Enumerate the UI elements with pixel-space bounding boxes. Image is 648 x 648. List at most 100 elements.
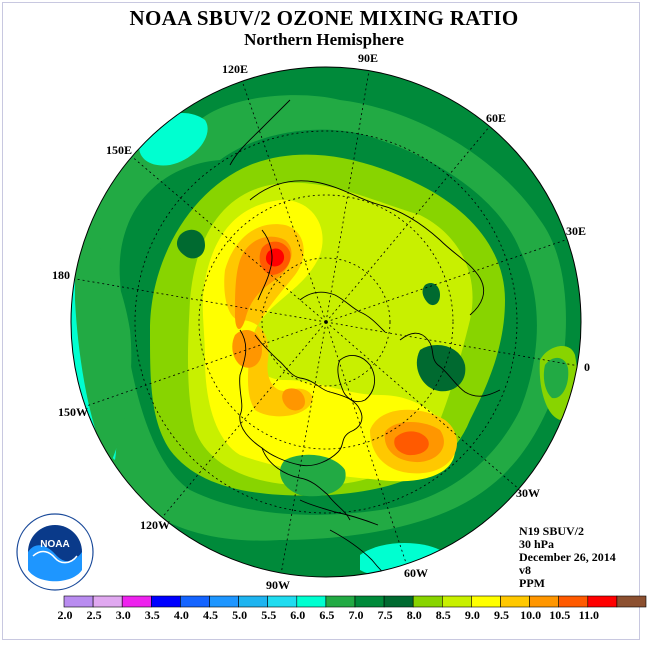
meridian-0 [325,321,581,368]
latitude-circle-80 [261,257,391,387]
coastline-north-america [239,329,363,467]
coastline-asia [249,180,484,316]
meridian-90w [279,321,327,577]
coastline-japan [229,99,291,166]
colorbar-tick-label: 9.5 [494,608,509,622]
lon-label-60e: 60E [486,111,507,125]
colorbar-tick-label: 10.5 [549,608,571,622]
meridian-90e [325,67,371,323]
colorbar-swatch [151,595,181,608]
colorbar-swatch [383,595,414,608]
lon-label-150w: 150W [58,405,88,419]
colorbar-swatch [616,595,647,608]
lon-label-60w: 60W [404,566,428,580]
meridian-120w [159,321,327,521]
colorbar-tick-label: 3.5 [144,608,160,622]
colorbar-tick-label: 7.5 [377,608,393,622]
meridian-180 [71,277,327,323]
info-level: 30 hPa [519,537,555,551]
lon-label-30e: 30E [566,224,587,238]
coastline-gulf [261,447,351,521]
coastline-arctic [299,291,386,333]
colorbar-swatch [209,595,239,608]
colorbar-swatch [500,595,530,608]
colorbar [63,595,647,608]
colorbar-tick-label: 6.0 [290,608,306,622]
map-subtitle: Northern Hemisphere [244,30,404,49]
colorbar-swatch [92,595,123,608]
colorbar-swatch [63,595,94,608]
colorbar-tick-label: 2.0 [57,608,73,622]
colorbar-swatch [558,595,589,608]
logo-wave [28,545,82,582]
lon-label-90w: 90W [266,578,290,592]
map-title: NOAA SBUV/2 OZONE MIXING RATIO [129,6,519,30]
field-6-5-west [75,237,132,465]
field-9-5-alaska [232,330,262,368]
lon-label-120e: 120E [222,62,249,76]
field-10-0-atlantic [394,431,429,456]
colorbar-swatch [412,595,443,608]
meridians [71,67,581,577]
field-7-0-dark-siberia [422,283,440,306]
frame-border [2,2,640,640]
field-10-5-peak [265,248,285,267]
lon-label-30w: 30W [516,486,540,500]
colorbar-tick-label: 8.0 [406,608,422,622]
info-date: December 26, 2014 [519,550,616,564]
colorbar-swatch [441,595,472,608]
graticule [71,67,581,577]
colorbar-swatch [325,595,356,608]
colorbar-tick-label: 11.0 [578,608,599,622]
colorbar-tick-label: 2.5 [86,608,102,622]
colorbar-tick-label: 4.5 [203,608,218,622]
coastline-europe [399,332,501,397]
colorbar-swatch [267,595,298,608]
coastline-greenland [337,354,376,403]
info-version: v8 [519,563,531,577]
colorbar-tick-label: 8.5 [435,608,451,622]
colorbar-swatch [587,595,618,608]
colorbar-tick-label: 3.0 [115,608,131,622]
colorbar-swatch [121,595,152,608]
colorbar-swatch [471,595,501,608]
logo-bird [32,550,78,564]
meridian-150w [74,321,327,411]
field-9-5-canada [282,388,305,411]
coastline-kamchatka [257,229,273,301]
meridian-60e [325,119,496,323]
latitude-circle-60 [198,194,454,450]
coastlines [229,99,501,577]
colorbar-swatch [180,595,210,608]
colorbar-tick-label: 7.0 [348,608,364,622]
info-units: PPM [519,576,545,590]
disc-outline [70,66,582,578]
field-6-5-east-pocket [543,357,569,399]
latitude-circle-40 [134,130,518,514]
lon-label-120w: 120W [140,518,170,532]
colorbar-swatch [354,595,385,608]
colorbar-tick-label: 5.5 [261,608,277,622]
lon-label-180: 180 [52,268,70,282]
lon-label-90e: 90E [358,51,379,65]
field-7-0-dark-asia [176,229,205,259]
lon-label-150e: 150E [106,143,133,157]
lon-label-0: 0 [584,360,590,374]
coastline-caribbean [299,499,379,526]
colorbar-swatch [238,595,269,608]
colorbar-tick-label: 9.0 [464,608,480,622]
colorbar-swatch [529,595,559,608]
logo-text: NOAA [40,539,69,550]
colorbar-tick-label: 10.0 [520,608,542,622]
info-instrument: N19 SBUV/2 [519,524,585,538]
meridian-120e [239,74,327,323]
colorbar-tick-label: 5.0 [232,608,248,622]
colorbar-tick-label: 6.5 [319,608,335,622]
noaa-logo: NOAA [16,513,94,591]
info-block: N19 SBUV/2 30 hPa December 26, 2014 v8 P… [519,525,616,590]
colorbar-tick-label: 4.0 [173,608,189,622]
colorbar-swatch [296,595,327,608]
field-7-0-dark-europe [416,345,466,392]
